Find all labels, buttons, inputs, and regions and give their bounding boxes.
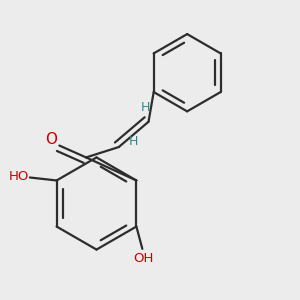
Text: OH: OH bbox=[134, 252, 154, 265]
Text: HO: HO bbox=[8, 169, 29, 182]
Text: H: H bbox=[141, 101, 150, 114]
Text: H: H bbox=[128, 135, 138, 148]
Text: O: O bbox=[45, 131, 57, 146]
